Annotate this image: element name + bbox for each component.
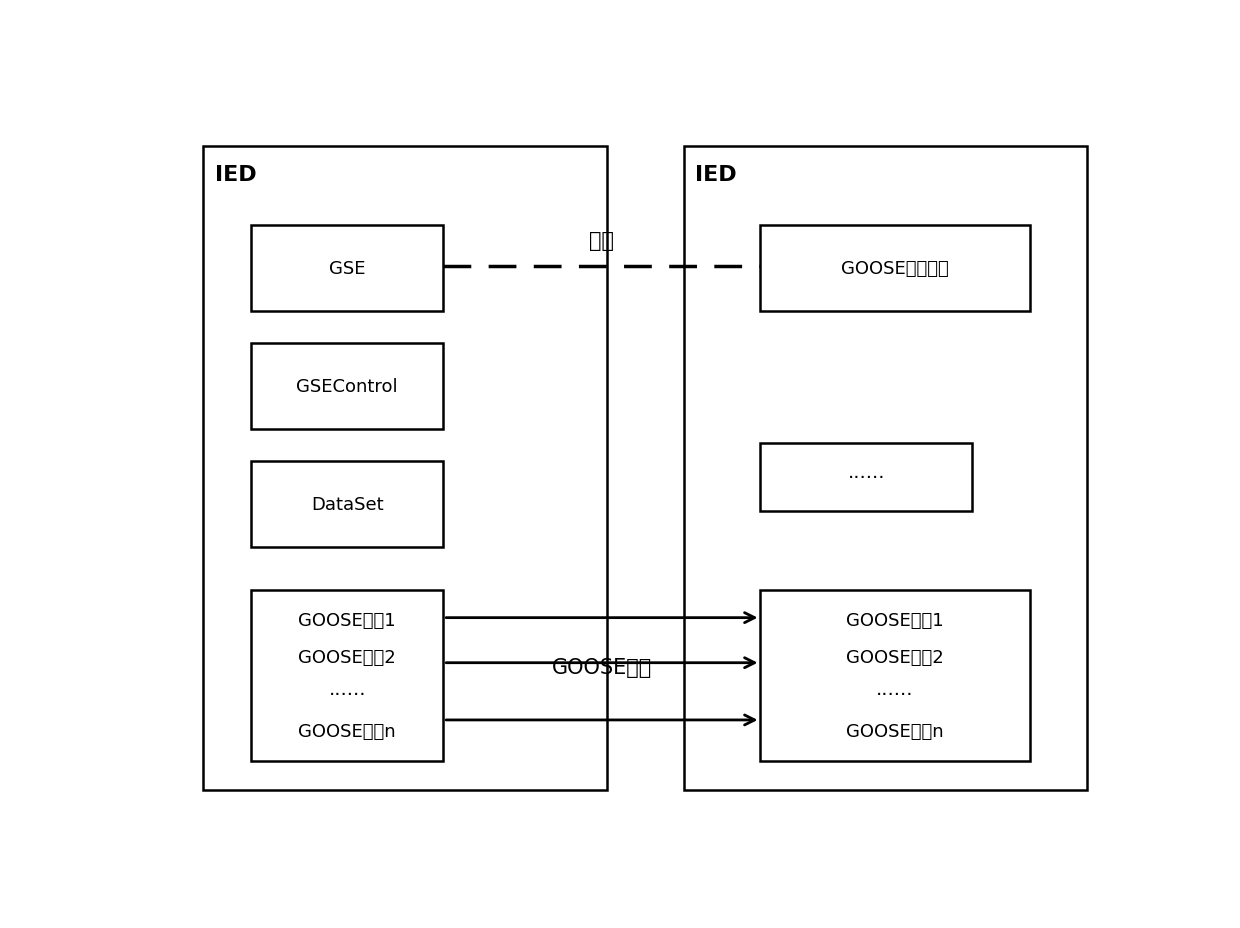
Bar [760, 590, 1029, 762]
Text: GOOSE连线: GOOSE连线 [552, 657, 652, 677]
Text: ······: ······ [329, 685, 366, 704]
Bar [203, 147, 606, 791]
Text: GOOSE开出n: GOOSE开出n [299, 723, 396, 741]
Bar [683, 147, 1087, 791]
Text: GSE: GSE [329, 260, 366, 277]
Text: 映射: 映射 [589, 231, 614, 251]
Text: IED: IED [696, 165, 737, 185]
Bar [760, 226, 1029, 312]
Bar [760, 444, 972, 511]
Bar [250, 343, 444, 430]
Text: IED: IED [215, 165, 257, 185]
Text: DataSet: DataSet [311, 496, 383, 513]
Text: GOOSE开出2: GOOSE开出2 [299, 649, 396, 666]
Text: GOOSE开入2: GOOSE开入2 [846, 649, 944, 666]
Text: GOOSE开出1: GOOSE开出1 [299, 612, 396, 629]
Text: GOOSE开入n: GOOSE开入n [846, 723, 944, 741]
Text: ······: ······ [877, 685, 914, 704]
Bar [250, 590, 444, 762]
Bar [250, 461, 444, 548]
Bar [250, 226, 444, 312]
Text: GSEControl: GSEControl [296, 378, 398, 395]
Text: GOOSE链路告警: GOOSE链路告警 [841, 260, 949, 277]
Text: ······: ······ [847, 468, 885, 487]
Text: GOOSE开入1: GOOSE开入1 [846, 612, 944, 629]
